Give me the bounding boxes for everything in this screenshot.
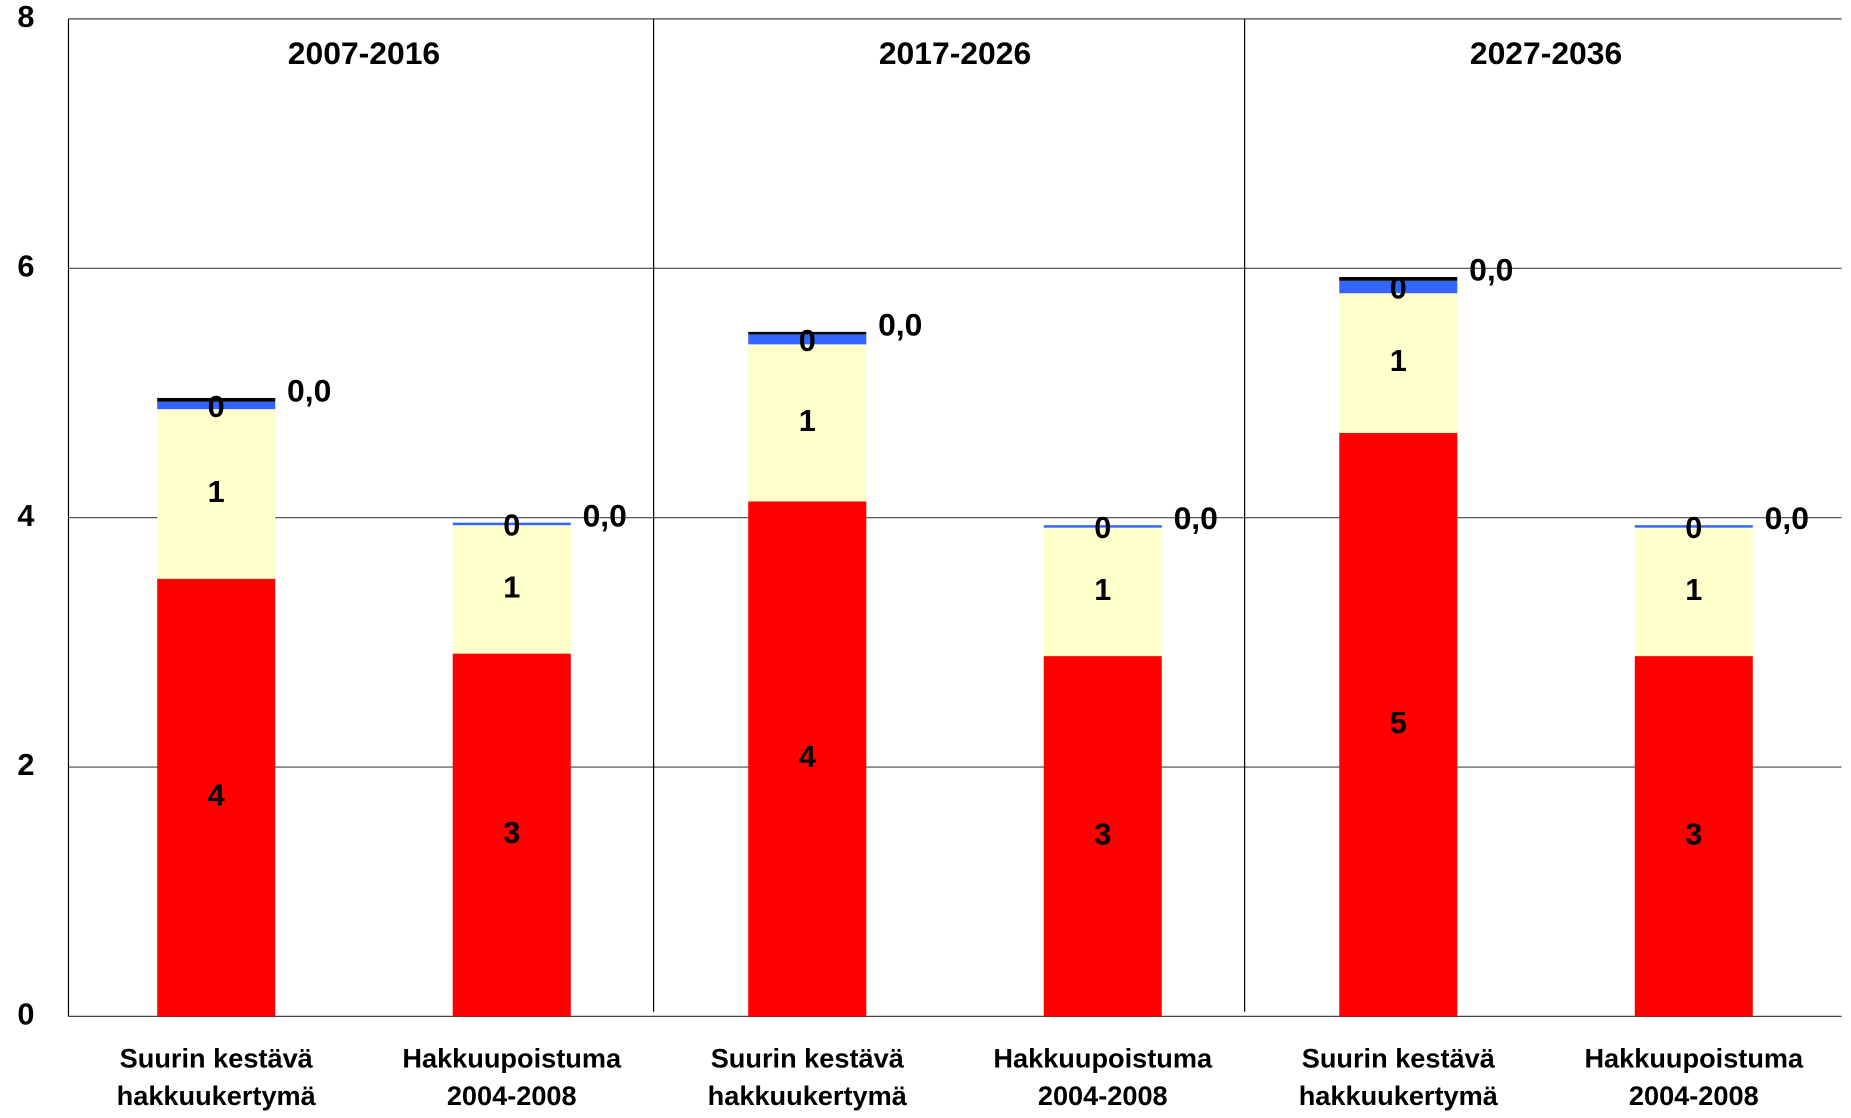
data-label: 0 bbox=[208, 389, 225, 424]
x-tick-label: 2004-2008 bbox=[447, 1080, 577, 1111]
bar-segment bbox=[1634, 656, 1753, 1017]
bar-segment bbox=[157, 578, 276, 1017]
data-label: 0,0 bbox=[878, 307, 922, 343]
bar-segment bbox=[748, 334, 867, 345]
bar-segment bbox=[1339, 432, 1458, 1017]
data-label: 3 bbox=[1094, 816, 1111, 851]
y-tick-label: 0 bbox=[17, 997, 34, 1032]
bar-segment bbox=[157, 397, 276, 402]
x-tick-label: Suurin kestävä bbox=[120, 1042, 314, 1073]
bar-segment bbox=[1339, 293, 1458, 433]
x-tick-label: hakkuukertymä bbox=[708, 1080, 908, 1111]
data-label: 0 bbox=[1094, 510, 1111, 545]
group-label: 2007-2016 bbox=[288, 35, 440, 71]
data-label: 0,0 bbox=[1765, 500, 1809, 536]
y-tick-label: 6 bbox=[17, 248, 34, 283]
data-label: 1 bbox=[1390, 343, 1407, 378]
bar-segment bbox=[1043, 527, 1162, 657]
data-label: 5 bbox=[1390, 705, 1407, 740]
bar-segment bbox=[157, 401, 276, 410]
x-tick-label: Hakkuupoistuma bbox=[1584, 1042, 1804, 1073]
y-tick-label: 4 bbox=[17, 498, 34, 533]
group-label: 2027-2036 bbox=[1470, 35, 1622, 71]
bar-segment bbox=[452, 653, 571, 1017]
x-tick-label: 2004-2008 bbox=[1038, 1080, 1168, 1111]
data-label: 4 bbox=[208, 778, 225, 813]
data-label: 1 bbox=[1685, 572, 1702, 607]
data-label: 1 bbox=[208, 474, 225, 509]
bar-segment bbox=[748, 344, 867, 502]
data-label: 1 bbox=[503, 569, 520, 604]
bar-segment bbox=[1043, 525, 1162, 528]
x-tick-label: hakkuukertymä bbox=[117, 1080, 317, 1111]
y-tick-label: 2 bbox=[17, 747, 34, 782]
bar-segment bbox=[1634, 525, 1753, 528]
bar-segment bbox=[748, 331, 867, 335]
data-label: 0 bbox=[1685, 510, 1702, 545]
bar-segment bbox=[1339, 277, 1458, 281]
bar-segment bbox=[1043, 656, 1162, 1017]
data-label: 4 bbox=[799, 739, 816, 774]
x-tick-label: Hakkuupoistuma bbox=[402, 1042, 622, 1073]
x-tick-label: Suurin kestävä bbox=[1302, 1042, 1496, 1073]
x-tick-label: 2004-2008 bbox=[1629, 1080, 1759, 1111]
bar-segment bbox=[452, 525, 571, 654]
data-label: 1 bbox=[1094, 572, 1111, 607]
bar-segment bbox=[452, 522, 571, 526]
x-tick-label: hakkuukertymä bbox=[1299, 1080, 1499, 1111]
x-tick-label: Suurin kestävä bbox=[711, 1042, 905, 1073]
group-label: 2017-2026 bbox=[879, 35, 1031, 71]
y-tick-label: 8 bbox=[17, 0, 34, 34]
data-label: 0,0 bbox=[1174, 500, 1218, 536]
bar-segment bbox=[1634, 527, 1753, 657]
bar-segment bbox=[157, 409, 276, 579]
bar-segment bbox=[748, 501, 867, 1017]
bar-segment bbox=[1339, 280, 1458, 294]
data-label: 0,0 bbox=[583, 497, 627, 533]
data-label: 0 bbox=[1390, 271, 1407, 306]
data-label: 0 bbox=[503, 508, 520, 543]
data-label: 0 bbox=[799, 323, 816, 358]
data-label: 0,0 bbox=[1469, 252, 1513, 288]
data-label: 3 bbox=[503, 815, 520, 850]
data-label: 1 bbox=[799, 403, 816, 438]
x-tick-label: Hakkuupoistuma bbox=[993, 1042, 1213, 1073]
data-label: 3 bbox=[1685, 816, 1702, 851]
data-label: 0,0 bbox=[287, 373, 331, 409]
